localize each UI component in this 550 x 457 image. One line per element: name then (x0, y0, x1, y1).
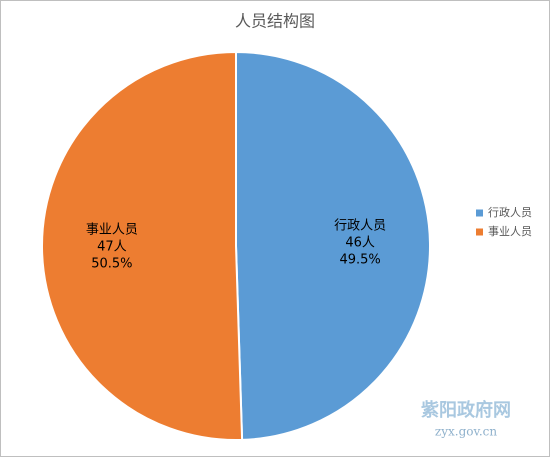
chart-title: 人员结构图 (235, 12, 315, 31)
data-label-percent: 49.5% (339, 253, 380, 268)
data-label-percent: 50.5% (91, 256, 132, 271)
watermark-url: zyx.gov.cn (435, 425, 497, 439)
legend-label: 事业人员 (488, 225, 532, 238)
data-label-count: 46人 (345, 236, 375, 251)
legend-label: 行政人员 (488, 205, 532, 219)
data-label-name: 事业人员 (86, 222, 138, 237)
data-label-count: 47人 (97, 239, 127, 254)
watermark-title: 紫阳政府网 (421, 399, 511, 421)
pie-slice (235, 50, 431, 441)
data-label-name: 行政人员 (334, 219, 386, 234)
legend-swatch (476, 228, 483, 236)
legend-swatch (476, 209, 483, 217)
pie-slice (41, 50, 244, 441)
